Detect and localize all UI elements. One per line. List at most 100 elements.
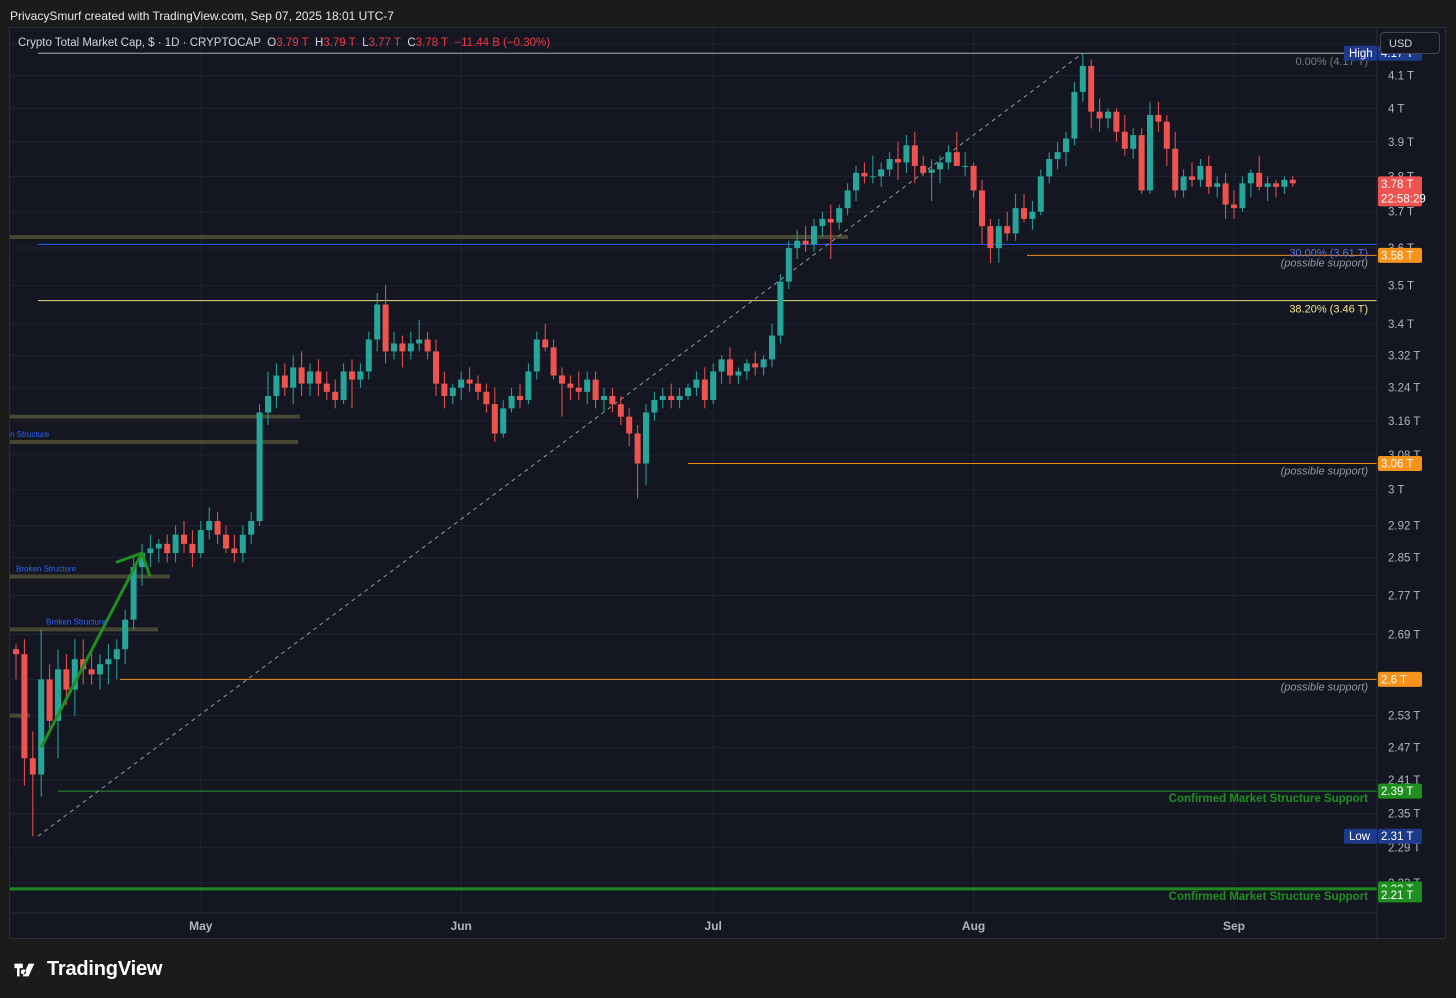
time-tick-label: Jun bbox=[451, 919, 472, 933]
candle-body bbox=[340, 371, 347, 401]
candlestick-chart[interactable]: 0.00% (4.17 T)30.00% (3.61 T)38.20% (3.4… bbox=[10, 28, 1446, 939]
candle-body bbox=[1264, 183, 1271, 187]
candle-body bbox=[517, 395, 523, 401]
candle-body bbox=[533, 339, 540, 372]
fib-trend-line bbox=[37, 52, 1084, 837]
candle-body bbox=[139, 553, 145, 568]
price-tick-label: 3.32 T bbox=[1388, 350, 1420, 362]
candle-body bbox=[1256, 172, 1263, 187]
chart-annotation: 38.20% (3.46 T) bbox=[1289, 304, 1368, 316]
price-tick-label: 3.9 T bbox=[1388, 137, 1414, 149]
candle-body bbox=[861, 172, 868, 177]
candle-body bbox=[1063, 138, 1069, 153]
candle-body bbox=[475, 383, 481, 392]
chart-panel[interactable]: 0.00% (4.17 T) 30.00% (3.61 T) 38.20% (3.4… bbox=[9, 27, 1446, 939]
candle-body bbox=[214, 521, 221, 535]
candle-body bbox=[584, 379, 591, 392]
candle-body bbox=[617, 404, 624, 417]
candle-body bbox=[1155, 115, 1162, 122]
candle-body bbox=[668, 395, 675, 401]
candle-body bbox=[357, 371, 364, 380]
candle-body bbox=[1138, 135, 1145, 191]
symbol-title: Crypto Total Market Cap, $ · 1D · CRYPTO… bbox=[18, 37, 261, 49]
candle-body bbox=[29, 758, 36, 775]
candle-body bbox=[1096, 111, 1103, 119]
chart-annotation: (possible support) bbox=[1281, 681, 1369, 693]
candle-body bbox=[1029, 211, 1036, 219]
price-tag-bg bbox=[1344, 828, 1377, 844]
price-tag-bg bbox=[1378, 887, 1422, 903]
candle-body bbox=[46, 679, 53, 721]
candle-body bbox=[155, 543, 162, 549]
candle-body bbox=[1079, 65, 1086, 92]
candle-body bbox=[819, 218, 826, 227]
price-tick-label: 4.1 T bbox=[1388, 71, 1414, 83]
candle-body bbox=[802, 240, 809, 245]
candle-body bbox=[365, 339, 372, 372]
tradingview-logo[interactable]: TradingView bbox=[11, 958, 162, 981]
candle-body bbox=[433, 351, 439, 384]
candle-body bbox=[105, 659, 112, 665]
high-label: H bbox=[315, 37, 324, 49]
candle-body bbox=[407, 343, 414, 352]
time-tick-label: Aug bbox=[962, 919, 985, 933]
price-tick-label: 3 T bbox=[1388, 485, 1404, 497]
candle-body bbox=[466, 379, 473, 384]
candle-body bbox=[1180, 176, 1187, 191]
chart-annotation: Broken Structure bbox=[16, 564, 77, 573]
candle-body bbox=[760, 359, 767, 368]
candle-body bbox=[1231, 204, 1237, 209]
candle-body bbox=[785, 248, 792, 282]
candle-body bbox=[248, 521, 255, 535]
price-tick-label: 3.5 T bbox=[1388, 280, 1414, 292]
candle-body bbox=[172, 534, 179, 554]
candle-body bbox=[315, 371, 322, 384]
candle-body bbox=[953, 152, 960, 166]
candle-body bbox=[735, 371, 742, 376]
candle-body bbox=[634, 433, 641, 464]
candle-body bbox=[508, 395, 515, 409]
candle-body bbox=[231, 548, 238, 554]
chart-annotation: (possible support) bbox=[1281, 257, 1369, 269]
candle-body bbox=[1222, 183, 1229, 205]
price-tag-bg bbox=[1378, 247, 1422, 263]
candle-body bbox=[332, 391, 339, 401]
candle-body bbox=[869, 176, 876, 178]
currency-button[interactable]: USD bbox=[1380, 32, 1440, 54]
candle-body bbox=[970, 165, 977, 191]
price-tick-label: 3.7 T bbox=[1388, 207, 1414, 219]
candle-body bbox=[122, 619, 129, 650]
candle-body bbox=[113, 649, 120, 660]
price-tag-name: High bbox=[1349, 48, 1373, 60]
green-arrow-head bbox=[115, 551, 152, 577]
candle-body bbox=[147, 548, 154, 554]
candle-body bbox=[164, 543, 171, 554]
price-tag-bg bbox=[1344, 45, 1377, 61]
price-tick-label: 2.53 T bbox=[1388, 711, 1420, 723]
candle-body bbox=[1071, 91, 1078, 139]
candle-body bbox=[1247, 172, 1254, 184]
candle-body bbox=[500, 408, 507, 434]
candle-body bbox=[769, 335, 775, 360]
green-arrow-line bbox=[39, 552, 144, 749]
price-tag-bg bbox=[1378, 671, 1422, 687]
time-tick-label: Sep bbox=[1223, 919, 1245, 933]
candle-body bbox=[1189, 176, 1195, 180]
countdown-label: 22:58:29 bbox=[1381, 193, 1426, 205]
price-tick-label: 2.85 T bbox=[1388, 553, 1420, 565]
candle-body bbox=[424, 339, 431, 352]
candle-body bbox=[920, 165, 927, 173]
candle-body bbox=[181, 534, 187, 544]
chart-annotation: Confirmed Market Structure Support bbox=[1169, 793, 1369, 805]
candle-body bbox=[886, 159, 893, 170]
candle-body bbox=[298, 367, 305, 384]
chart-annotation: n Structure bbox=[10, 430, 50, 439]
candle-body bbox=[567, 383, 574, 388]
candle-body bbox=[206, 521, 213, 531]
candle-body bbox=[399, 343, 406, 352]
candle-body bbox=[307, 371, 313, 384]
tradingview-logo-icon bbox=[14, 963, 35, 976]
price-tick-label: 3.4 T bbox=[1388, 319, 1414, 331]
candle-body bbox=[323, 383, 330, 392]
candle-body bbox=[223, 534, 229, 549]
